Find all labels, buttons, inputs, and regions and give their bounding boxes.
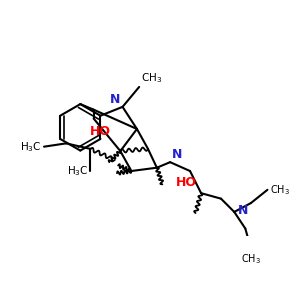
Text: H$_3$C: H$_3$C	[20, 140, 42, 154]
Text: H$_3$C: H$_3$C	[67, 164, 88, 178]
Text: CH$_3$: CH$_3$	[141, 71, 163, 85]
Text: HO: HO	[89, 125, 110, 138]
Text: N: N	[238, 204, 248, 217]
Text: CH$_3$: CH$_3$	[241, 252, 261, 266]
Text: CH$_3$: CH$_3$	[270, 183, 290, 197]
Text: HO: HO	[176, 176, 197, 189]
Text: N: N	[110, 93, 120, 106]
Text: N: N	[172, 148, 183, 161]
